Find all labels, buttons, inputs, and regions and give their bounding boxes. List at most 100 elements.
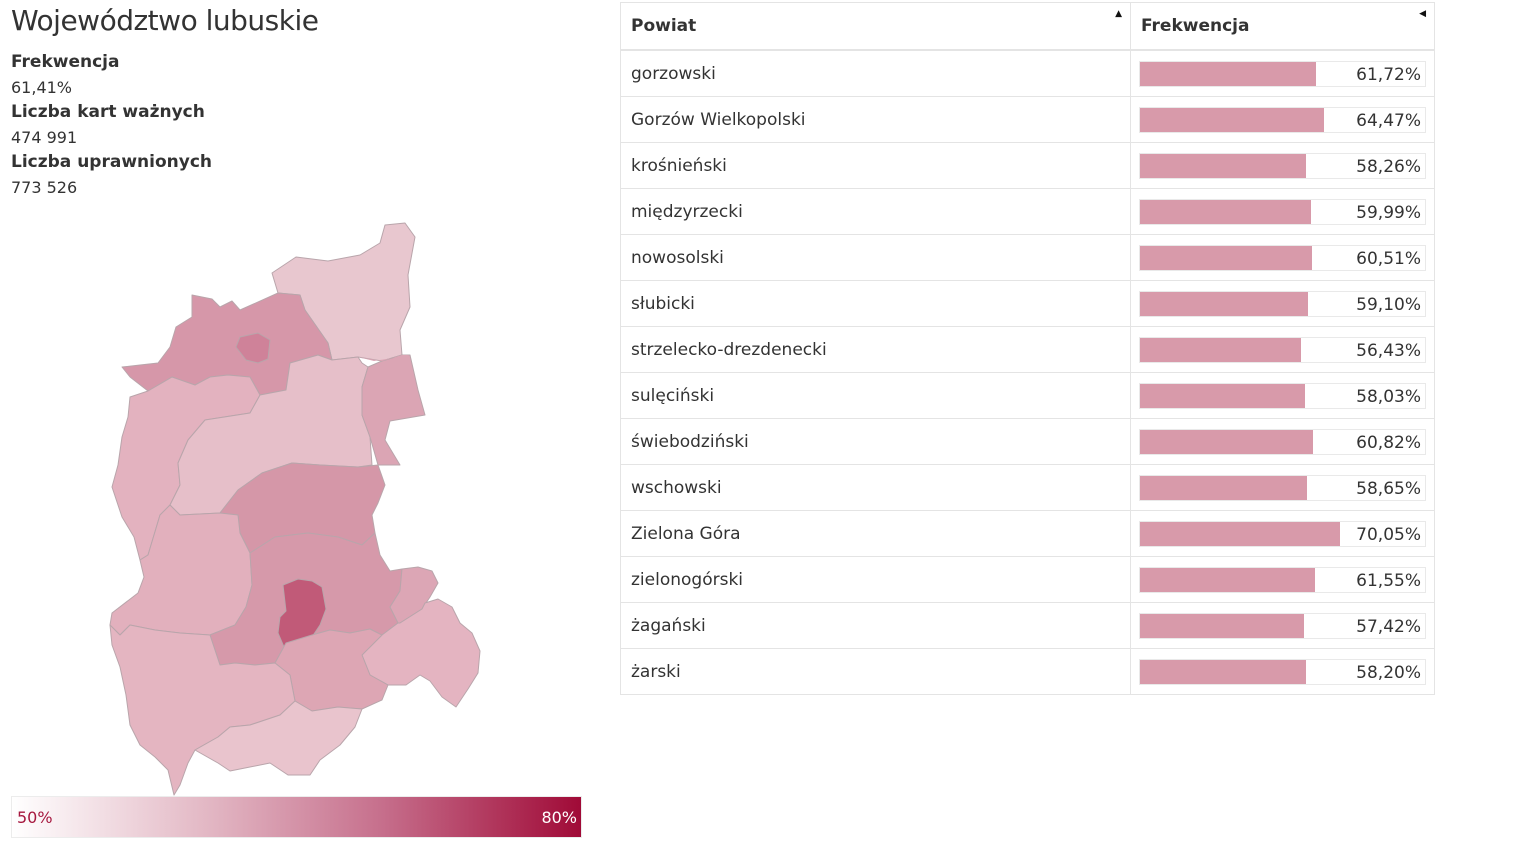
table-row[interactable]: gorzowski 61,72%: [620, 49, 1435, 97]
turnout-bar-track: 58,03%: [1139, 382, 1426, 409]
turnout-bar-track: 58,26%: [1139, 152, 1426, 179]
turnout-value: 61,55%: [1356, 570, 1421, 591]
turnout-bar-fill: [1140, 153, 1307, 178]
turnout-value: 59,99%: [1356, 202, 1421, 223]
turnout-bar-track: 58,20%: [1139, 658, 1426, 685]
legend-min-label: 50%: [17, 808, 53, 827]
turnout-cell: 59,99%: [1130, 188, 1435, 235]
table-row[interactable]: Gorzów Wielkopolski 64,47%: [620, 96, 1435, 143]
turnout-bar-track: 61,55%: [1139, 566, 1426, 593]
turnout-bar-track: 59,99%: [1139, 198, 1426, 225]
turnout-bar-track: 60,82%: [1139, 428, 1426, 455]
turnout-bar-track: 58,65%: [1139, 474, 1426, 501]
turnout-cell: 59,10%: [1130, 280, 1435, 327]
table-row[interactable]: międzyrzecki 59,99%: [620, 188, 1435, 235]
sort-asc-icon[interactable]: ▲: [1115, 9, 1122, 19]
district-name-cell: wschowski: [620, 464, 1131, 511]
table-header-row: Powiat ▲ Frekwencja ◀: [620, 2, 1435, 51]
turnout-bar-fill: [1140, 61, 1316, 86]
column-header-powiat[interactable]: Powiat ▲: [620, 2, 1131, 51]
turnout-bar-fill: [1140, 245, 1313, 270]
turnout-bar-fill: [1140, 659, 1306, 684]
turnout-value: 60,82%: [1356, 432, 1421, 453]
turnout-bar-fill: [1140, 475, 1308, 500]
turnout-value: 58,20%: [1356, 662, 1421, 683]
turnout-value: 57,42%: [1356, 616, 1421, 637]
turnout-bar-track: 70,05%: [1139, 520, 1426, 547]
table-row[interactable]: Zielona Góra 70,05%: [620, 510, 1435, 557]
district-name-cell: gorzowski: [620, 49, 1131, 97]
turnout-value: 56,43%: [1356, 340, 1421, 361]
map-district-gorzow-wielkopolski[interactable]: [235, 332, 271, 364]
column-header-frekwencja-label: Frekwencja: [1141, 16, 1250, 36]
table-row[interactable]: nowosolski 60,51%: [620, 234, 1435, 281]
stat-value-eligible-voters: 773 526: [11, 178, 78, 197]
column-header-frekwencja[interactable]: Frekwencja ◀: [1130, 2, 1435, 51]
turnout-value: 58,26%: [1356, 156, 1421, 177]
turnout-cell: 57,42%: [1130, 602, 1435, 649]
turnout-value: 61,72%: [1356, 64, 1421, 85]
turnout-cell: 60,51%: [1130, 234, 1435, 281]
table-row[interactable]: świebodziński 60,82%: [620, 418, 1435, 465]
turnout-bar-fill: [1140, 567, 1316, 592]
turnout-value: 60,51%: [1356, 248, 1421, 269]
turnout-value: 58,65%: [1356, 478, 1421, 499]
turnout-bar-fill: [1140, 429, 1314, 454]
turnout-value: 70,05%: [1356, 524, 1421, 545]
district-name-cell: zielonogórski: [620, 556, 1131, 603]
map-district-miedzyrzecki[interactable]: [361, 354, 426, 466]
turnout-cell: 58,65%: [1130, 464, 1435, 511]
district-name-cell: Zielona Góra: [620, 510, 1131, 557]
turnout-value: 59,10%: [1356, 294, 1421, 315]
turnout-bar-fill: [1140, 291, 1309, 316]
turnout-cell: 58,20%: [1130, 648, 1435, 695]
district-name-cell: żarski: [620, 648, 1131, 695]
table-row[interactable]: wschowski 58,65%: [620, 464, 1435, 511]
turnout-bar-fill: [1140, 383, 1306, 408]
region-summary: Województwo lubuskie Frekwencja 61,41% L…: [11, 0, 611, 200]
turnout-cell: 70,05%: [1130, 510, 1435, 557]
stat-value-valid-ballots: 474 991: [11, 128, 78, 147]
turnout-bar-fill: [1140, 521, 1340, 546]
legend-max-label: 80%: [541, 808, 577, 827]
stat-label-eligible-voters: Liczba uprawnionych: [11, 152, 212, 172]
district-turnout-table: Powiat ▲ Frekwencja ◀ gorzowski 61,72% Gor…: [620, 2, 1435, 695]
district-name-cell: żagański: [620, 602, 1131, 649]
turnout-cell: 58,26%: [1130, 142, 1435, 189]
table-body: gorzowski 61,72% Gorzów Wielkopolski 64,47%…: [620, 49, 1435, 695]
map-district-zaganski-south[interactable]: [194, 700, 363, 776]
turnout-cell: 58,03%: [1130, 372, 1435, 419]
district-name-cell: nowosolski: [620, 234, 1131, 281]
table-row[interactable]: sulęciński 58,03%: [620, 372, 1435, 419]
table-row[interactable]: krośnieński 58,26%: [620, 142, 1435, 189]
turnout-bar-track: 61,72%: [1139, 60, 1426, 87]
turnout-cell: 61,72%: [1130, 49, 1435, 97]
district-name-cell: międzyrzecki: [620, 188, 1131, 235]
region-title: Województwo lubuskie: [11, 4, 319, 37]
table-row[interactable]: słubicki 59,10%: [620, 280, 1435, 327]
column-header-powiat-label: Powiat: [631, 16, 697, 36]
stat-value-turnout: 61,41%: [11, 78, 73, 97]
turnout-bar-fill: [1140, 613, 1304, 638]
map-district-miedzyrzecki-east[interactable]: [358, 355, 410, 361]
stat-label-valid-ballots: Liczba kart ważnych: [11, 102, 205, 122]
district-name-cell: świebodziński: [620, 418, 1131, 465]
table-row[interactable]: żagański 57,42%: [620, 602, 1435, 649]
choropleth-map: [100, 215, 500, 800]
color-scale-legend: 50% 80%: [11, 796, 582, 838]
turnout-value: 58,03%: [1356, 386, 1421, 407]
table-row[interactable]: strzelecko-drezdenecki 56,43%: [620, 326, 1435, 373]
turnout-cell: 64,47%: [1130, 96, 1435, 143]
map-district-wschowski[interactable]: [361, 598, 481, 708]
sort-indicator-icon[interactable]: ◀: [1419, 9, 1426, 19]
district-name-cell: krośnieński: [620, 142, 1131, 189]
district-name-cell: słubicki: [620, 280, 1131, 327]
turnout-bar-track: 59,10%: [1139, 290, 1426, 317]
turnout-bar-track: 60,51%: [1139, 244, 1426, 271]
turnout-bar-fill: [1140, 107, 1324, 132]
stats-block: Frekwencja 61,41% Liczba kart ważnych 47…: [11, 50, 611, 200]
turnout-bar-track: 57,42%: [1139, 612, 1426, 639]
table-row[interactable]: zielonogórski 61,55%: [620, 556, 1435, 603]
district-name-cell: strzelecko-drezdenecki: [620, 326, 1131, 373]
table-row[interactable]: żarski 58,20%: [620, 648, 1435, 695]
